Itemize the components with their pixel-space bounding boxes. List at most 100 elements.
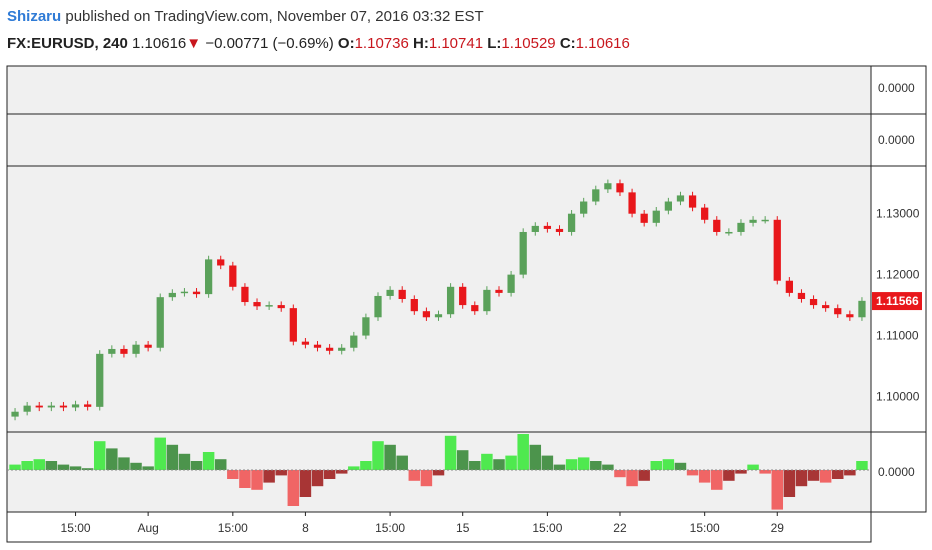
oscillator-bar — [553, 464, 566, 470]
ohlc-legend: FX:EURUSD, 240 1.10616▼ −0.00771 (−0.69%… — [7, 35, 630, 52]
oscillator-bar — [493, 459, 505, 470]
oscillator-bar — [93, 441, 106, 470]
candle-body — [434, 314, 443, 318]
author-link[interactable]: Shizaru — [7, 8, 62, 25]
oscillator-bar — [408, 470, 421, 481]
oscillator-bar — [45, 461, 58, 470]
candle-body — [120, 348, 128, 354]
indicator-pane-2[interactable] — [6, 113, 872, 167]
oscillator-bar — [517, 434, 529, 470]
oscillator-bar — [239, 470, 251, 488]
oscillator-bar — [190, 461, 203, 470]
oscillator-bar — [662, 459, 675, 470]
oscillator-bar — [287, 470, 300, 506]
indicator-pane-1[interactable] — [6, 65, 872, 115]
published-text: published on TradingView.com, November 0… — [65, 8, 484, 25]
candle-body — [96, 353, 104, 407]
candle-body — [313, 344, 322, 348]
high-value: 1.10741 — [428, 35, 484, 52]
candle-body — [144, 344, 152, 348]
candle-body — [531, 225, 539, 232]
change-value: −0.00771 (−0.69%) — [205, 35, 334, 52]
candle-body — [616, 183, 624, 193]
candle-body — [797, 292, 806, 299]
candle-body — [519, 231, 527, 275]
oscillator-histogram — [9, 434, 868, 510]
candle-body — [858, 300, 866, 318]
candle-body — [785, 280, 793, 293]
oscillator-bar — [783, 470, 796, 497]
price-pane[interactable] — [6, 165, 872, 433]
candle-body — [422, 311, 431, 318]
oscillator-bar — [723, 470, 735, 481]
candle-body — [301, 341, 310, 345]
candle-body — [108, 348, 116, 354]
oscillator-bar — [747, 464, 759, 470]
oscillator-bar — [372, 441, 384, 470]
candle-body — [338, 347, 346, 351]
candle-body — [459, 286, 467, 306]
oscillator-bar — [481, 453, 493, 470]
oscillator-bar — [106, 448, 118, 470]
candle-body — [713, 219, 721, 232]
oscillator-bar — [456, 450, 469, 470]
oscillator-bar — [674, 462, 687, 470]
candle-body — [229, 265, 237, 287]
symbol-label[interactable]: FX:EURUSD, 240 — [7, 35, 128, 52]
oscillator-bar — [759, 470, 771, 474]
oscillator-bar — [214, 459, 227, 470]
oscillator-bar — [9, 464, 21, 470]
low-label: L: — [487, 35, 502, 52]
oscillator-bar — [590, 461, 602, 470]
price-tick-label: 1.13000 — [876, 207, 920, 221]
candle-body — [156, 297, 164, 348]
candle-body — [749, 219, 757, 223]
candle-body — [483, 289, 491, 312]
oscillator-bar — [686, 470, 699, 476]
oscillator-bar — [469, 461, 481, 470]
candle-body — [688, 195, 697, 208]
candle-body — [253, 302, 261, 307]
time-tick-label: 15:00 — [375, 521, 405, 535]
oscillator-bar — [638, 470, 650, 481]
oscillator-bar — [650, 461, 663, 470]
candle-body — [567, 213, 576, 232]
candle-body — [640, 213, 648, 223]
candle-body — [71, 404, 80, 408]
oscillator-bar — [626, 470, 638, 487]
oscillator-bar — [614, 470, 626, 478]
publish-info: Shizaru published on TradingView.com, No… — [7, 8, 484, 25]
time-axis[interactable] — [6, 511, 872, 543]
oscillator-bar — [118, 457, 130, 470]
time-tick-label: 15:00 — [690, 521, 720, 535]
oscillator-bar — [844, 470, 856, 476]
candle-body — [809, 299, 818, 306]
indicator2-axis-label: 0.0000 — [878, 133, 915, 147]
price-axis[interactable] — [870, 65, 927, 513]
oscillator-bar — [565, 459, 578, 470]
chart-header: Shizaru published on TradingView.com, No… — [0, 0, 932, 62]
candle-body — [664, 201, 673, 211]
candle-body — [168, 292, 176, 298]
chart-area[interactable]: 0.0000 0.0000 0.0000 1.13000 1.12000 1.110… — [0, 62, 932, 550]
time-tick-label: 15 — [456, 521, 470, 535]
oscillator-bar — [432, 470, 445, 476]
oscillator-bar — [505, 455, 517, 470]
candle-body — [410, 299, 418, 312]
oscillator-bar — [795, 470, 808, 487]
oscillator-bar — [444, 435, 457, 470]
candle-body — [822, 305, 830, 309]
candle-body — [846, 314, 854, 318]
time-tick-label: 15:00 — [532, 521, 562, 535]
oscillator-bar — [735, 470, 747, 474]
candle-body — [204, 259, 213, 295]
candle-body — [543, 225, 552, 229]
candle-body — [192, 291, 201, 295]
oscillator-axis-label: 0.0000 — [878, 465, 915, 479]
oscillator-bar — [602, 464, 614, 470]
down-arrow-icon: ▼ — [186, 35, 202, 52]
candle-body — [725, 231, 733, 234]
oscillator-bar — [202, 452, 215, 470]
candle-body — [47, 405, 55, 408]
oscillator-bar — [832, 470, 844, 479]
